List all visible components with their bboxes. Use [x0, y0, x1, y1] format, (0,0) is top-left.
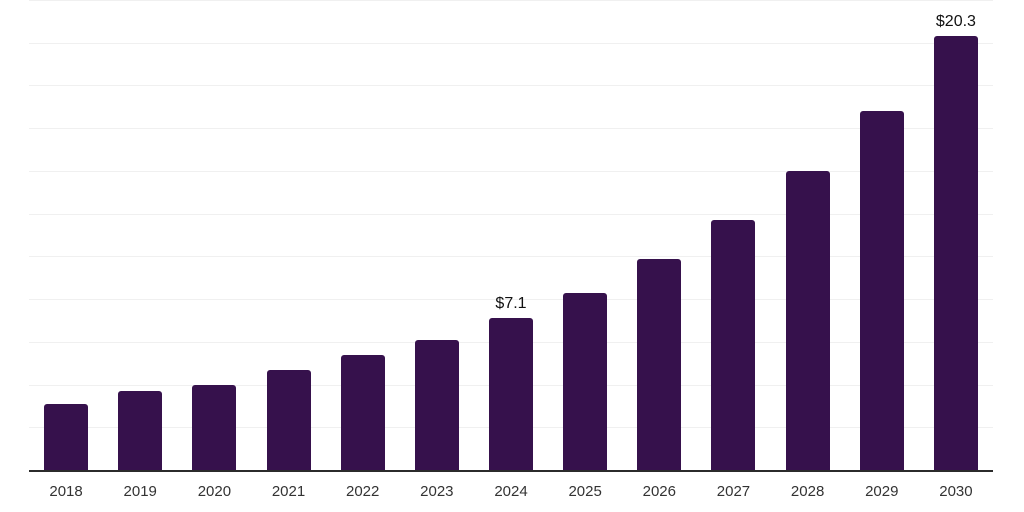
bar-2030: [933, 36, 978, 470]
gridline: [29, 42, 993, 44]
x-tick-label-2026: 2026: [642, 483, 676, 500]
bar-2024: [489, 318, 533, 470]
x-tick-label-2019: 2019: [123, 483, 157, 500]
bar-2025: [563, 292, 608, 470]
bar-value-label-2024: $7.1: [495, 295, 527, 313]
bar-2028: [785, 170, 830, 470]
gridline: [29, 0, 993, 1]
gridline: [29, 170, 993, 172]
bar-2018: [44, 403, 89, 470]
bar-2026: [637, 258, 682, 470]
bar-2029: [859, 111, 904, 470]
x-tick-label-2030: 2030: [939, 483, 973, 500]
x-tick-label-2023: 2023: [420, 483, 454, 500]
bar-value-label-2030: $20.3: [935, 13, 976, 31]
x-tick-label-2027: 2027: [716, 483, 751, 500]
bar-2021: [266, 369, 311, 470]
x-tick-label-2028: 2028: [790, 483, 825, 500]
x-tick-label-2021: 2021: [271, 483, 306, 500]
x-axis-labels: 2018 2019 2020 2021 2022 2023 2024 2025 2026 2027…: [29, 482, 993, 504]
bar-2027: [711, 220, 756, 470]
gridline: [29, 256, 993, 258]
plot-area: $7.1 $20.3: [29, 0, 993, 472]
x-tick-label-2020: 2020: [197, 483, 232, 500]
gridline: [29, 85, 993, 87]
x-tick-label-2024: 2024: [494, 483, 528, 500]
gridline: [29, 128, 993, 130]
x-tick-label-2018: 2018: [49, 483, 83, 500]
bar-2022: [340, 354, 385, 470]
gridline: [29, 213, 993, 215]
bar-2019: [118, 390, 163, 470]
x-tick-label-2025: 2025: [568, 483, 602, 500]
x-tick-label-2029: 2029: [865, 483, 899, 500]
bar-2023: [414, 339, 459, 470]
bar-2020: [192, 384, 237, 470]
gridline: [29, 299, 993, 301]
x-tick-label-2022: 2022: [346, 483, 380, 500]
